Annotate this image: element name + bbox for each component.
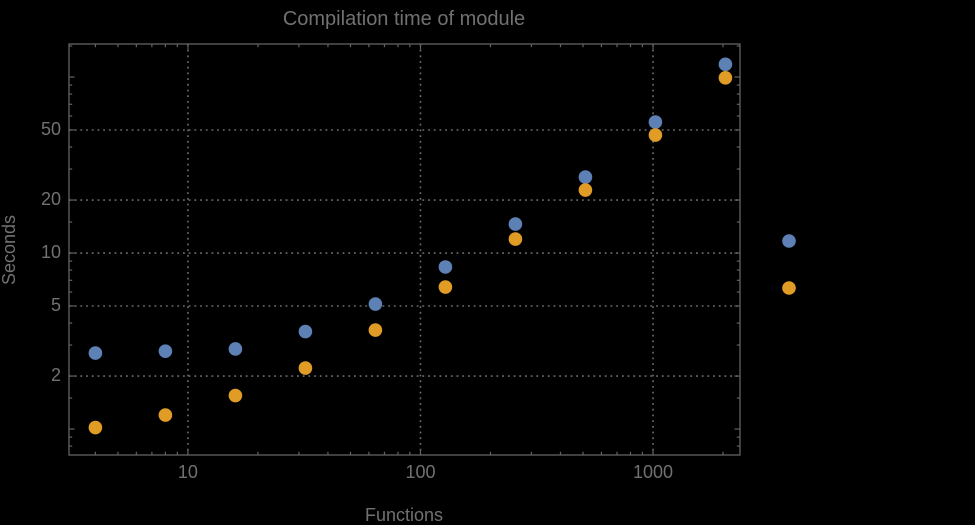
- series-1-blue-point: [88, 346, 103, 360]
- legend-marker-series-2-orange: [782, 281, 796, 295]
- series-2-orange-point: [718, 70, 733, 85]
- series-2-orange-point: [578, 183, 593, 197]
- x-tick-label: 100: [405, 462, 435, 482]
- series-1-blue-point: [298, 324, 313, 339]
- series-1-blue-point: [228, 342, 243, 356]
- series-1-blue-point: [438, 260, 453, 274]
- data-points: [88, 57, 733, 435]
- legend-marker-series-1-blue: [782, 234, 796, 248]
- series-2-orange-point: [298, 361, 313, 375]
- series-1-blue-point: [578, 170, 593, 184]
- x-axis-label: Functions: [365, 505, 443, 525]
- series-2-orange-point: [508, 232, 523, 246]
- series-1-blue-point: [648, 115, 663, 129]
- y-tick-label: 2: [51, 365, 61, 385]
- tick-marks: [69, 44, 740, 455]
- x-tick-label: 1000: [633, 462, 673, 482]
- chart-title: Compilation time of module: [283, 8, 525, 30]
- y-tick-label: 20: [41, 189, 61, 209]
- series-1-blue-point: [718, 57, 733, 72]
- y-tick-label: 5: [51, 295, 61, 315]
- series-1-blue-point: [508, 217, 523, 231]
- series-2-orange-point: [158, 408, 173, 422]
- y-axis-label: Seconds: [0, 215, 19, 285]
- y-tick-label: 50: [41, 119, 61, 139]
- frame-rect: [68, 43, 741, 456]
- x-tick-label: 10: [178, 462, 198, 482]
- tick-labels: 10 100 1000 2 5 10 20 50: [41, 119, 673, 482]
- plot-frame: [68, 43, 741, 456]
- y-tick-label: 10: [41, 242, 61, 262]
- series-2-orange-point: [648, 128, 663, 142]
- series-2-orange-point: [368, 323, 383, 337]
- gridlines: [69, 44, 740, 455]
- legend: [782, 234, 796, 295]
- series-2-orange-point: [228, 388, 243, 403]
- series-2-orange-point: [88, 420, 103, 435]
- series-1-blue-point: [368, 297, 383, 311]
- series-1-blue-point: [158, 344, 173, 358]
- series-2-orange-point: [438, 280, 453, 294]
